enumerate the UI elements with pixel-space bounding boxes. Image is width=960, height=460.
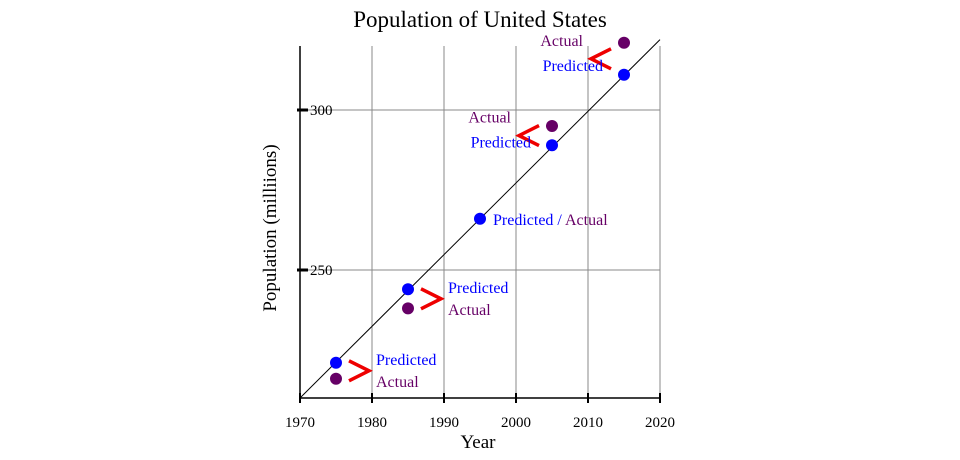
predicted-point <box>618 68 630 81</box>
predicted-label: Predicted <box>493 212 553 229</box>
x-tick-label: 1970 <box>285 415 315 431</box>
actual-point <box>546 120 558 132</box>
greater-than-symbol <box>420 287 445 311</box>
predicted-point <box>474 212 486 225</box>
x-tick-label: 2010 <box>573 415 603 431</box>
annotation-bottom-label: Actual <box>448 302 491 319</box>
chart-title: Population of United States <box>353 7 607 32</box>
annotation-bottom-label: Actual <box>376 374 419 391</box>
grid-lines <box>300 46 661 398</box>
x-axis-label: Year <box>460 432 496 453</box>
annotation-top-label: Predicted <box>448 280 508 297</box>
annotation-bottom-label: Predicted <box>543 58 603 75</box>
x-tick-label: 2020 <box>645 415 675 431</box>
x-tick-label: 1980 <box>357 415 387 431</box>
tick-labels: 1970 1980 1990 2000 2010 2020 250 300 <box>285 103 675 431</box>
greater-than-symbol <box>348 359 373 383</box>
y-axis-label: Population (milliions) <box>260 144 281 311</box>
equal-annotation: Predicted / Actual <box>493 212 608 229</box>
less-than-symbol <box>587 47 612 71</box>
actual-point <box>330 372 342 385</box>
annotation-top-label: Actual <box>540 33 583 50</box>
actual-label: Actual <box>565 212 608 229</box>
x-tick-label: 2000 <box>501 415 531 431</box>
axes <box>297 46 661 403</box>
annotation-bottom-label: Predicted <box>471 135 531 152</box>
x-tick-label: 1990 <box>429 415 459 431</box>
annotation-top-label: Actual <box>468 110 511 127</box>
annotation-top-label: Predicted <box>376 352 436 369</box>
y-tick-label: 300 <box>310 103 333 119</box>
predicted-point <box>330 356 342 369</box>
less-than-symbol <box>515 124 540 148</box>
y-tick-label: 250 <box>310 263 333 279</box>
predicted-point <box>546 139 558 152</box>
data-points <box>330 36 630 385</box>
annotations: PredictedActualPredictedActualPredicted … <box>348 33 612 391</box>
separator-label: / <box>553 212 565 229</box>
actual-point <box>618 36 630 49</box>
predicted-point <box>402 283 414 296</box>
actual-point <box>402 302 414 315</box>
